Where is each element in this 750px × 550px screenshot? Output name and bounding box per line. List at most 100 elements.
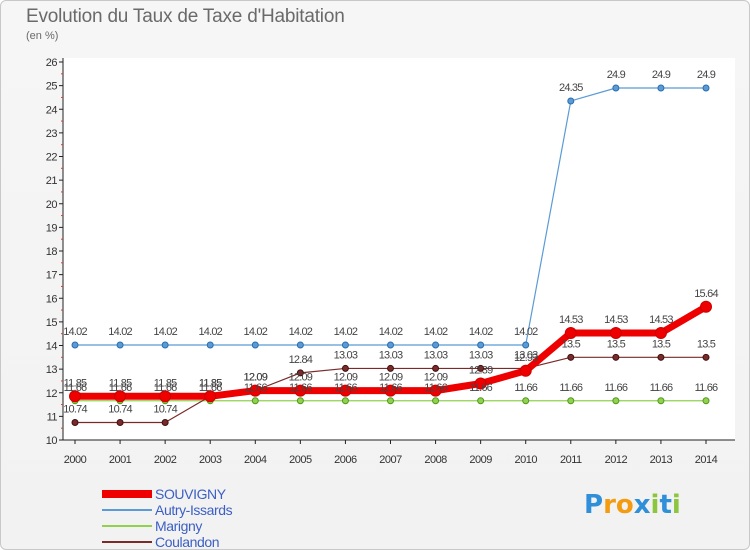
x-tick-label: 2006: [334, 454, 357, 466]
data-point-coulandon: [657, 353, 665, 361]
y-tick-label: 24: [46, 104, 58, 116]
x-tick-label: 2009: [469, 454, 492, 466]
x-tick-label: 2004: [244, 454, 267, 466]
data-point-autry-issards: [206, 341, 214, 349]
data-point-marigny: [657, 397, 665, 405]
data-point-autry-issards: [522, 341, 530, 349]
data-label-autry-issards: 14.02: [424, 326, 448, 338]
chart-unit-label: (en %): [26, 30, 59, 42]
x-tick-label: 2000: [64, 454, 87, 466]
data-label-souvigny: 12.09: [244, 372, 268, 384]
y-tick-label: 22: [46, 152, 58, 164]
data-label-autry-issards: 14.02: [514, 326, 538, 338]
y-tick-label: 11: [47, 411, 58, 423]
data-point-souvigny: [519, 364, 532, 377]
y-tick-label: 13: [46, 364, 58, 376]
data-point-coulandon: [71, 419, 79, 427]
data-label-souvigny: 11.85: [64, 377, 87, 389]
x-tick-label: 2005: [289, 454, 312, 466]
data-point-souvigny: [339, 384, 352, 397]
y-tick-label: 23: [46, 128, 58, 140]
data-label-souvigny: 12.93: [514, 352, 538, 364]
data-label-coulandon: 13.03: [424, 349, 448, 361]
legend-swatch-marigny: [102, 525, 152, 527]
logo-letter: P: [584, 490, 604, 520]
y-tick-label: 21: [46, 175, 58, 187]
data-label-autry-issards: 14.02: [289, 326, 313, 338]
data-label-marigny: 11.66: [64, 382, 87, 394]
data-label-marigny: 11.66: [424, 382, 447, 394]
legend-item-souvigny: SOUVIGNY: [102, 486, 232, 502]
data-point-souvigny: [294, 384, 307, 397]
y-tick-label: 14: [46, 341, 58, 353]
data-label-coulandon: 13.03: [334, 349, 358, 361]
data-label-autry-issards: 14.02: [244, 326, 268, 338]
data-label-autry-issards: 14.02: [334, 326, 358, 338]
data-label-autry-issards: 24.35: [559, 82, 583, 94]
data-point-autry-issards: [432, 341, 440, 349]
data-point-coulandon: [387, 364, 394, 372]
data-point-marigny: [341, 397, 349, 405]
data-point-souvigny: [429, 384, 442, 397]
data-label-souvigny: 14.53: [559, 314, 583, 326]
data-point-autry-issards: [296, 341, 304, 349]
data-label-coulandon: 13.5: [652, 338, 671, 350]
data-label-coulandon: 13.03: [514, 349, 538, 361]
data-label-autry-issards: 14.02: [469, 326, 493, 338]
data-label-coulandon: 10.74: [153, 404, 177, 416]
data-point-souvigny: [249, 384, 262, 397]
legend-item-autry-issards: Autry-Issards: [102, 502, 233, 518]
data-labels: 11.66 11.66 11.66 11.66 11.66 11.66 11.66 11.66…: [63, 69, 719, 416]
data-point-marigny: [567, 397, 575, 405]
data-label-marigny: 11.66: [514, 382, 537, 394]
series-marigny: [71, 397, 710, 405]
series-souvigny: [69, 300, 712, 403]
data-label-marigny: 11.66: [289, 382, 312, 394]
data-point-souvigny: [384, 384, 397, 397]
logo-letter: o: [615, 490, 634, 520]
data-label-souvigny: 14.53: [649, 314, 673, 326]
data-label-souvigny: 11.85: [154, 377, 177, 389]
data-label-souvigny: 12.09: [379, 372, 403, 384]
data-point-marigny: [522, 397, 530, 405]
data-label-marigny: 11.66: [154, 382, 177, 394]
data-label-marigny: 11.66: [109, 382, 132, 394]
data-label-coulandon: 13.5: [607, 338, 626, 350]
series-autry-issards: [71, 84, 710, 349]
data-point-marigny: [251, 397, 259, 405]
y-tick-label: 26: [46, 57, 58, 69]
data-point-souvigny: [204, 390, 217, 403]
data-point-marigny: [702, 397, 710, 405]
data-label-coulandon: 12.09: [244, 372, 268, 384]
data-point-coulandon: [612, 353, 620, 361]
x-tick-label: 2007: [379, 454, 402, 466]
data-point-autry-issards: [116, 341, 124, 349]
data-label-marigny: 11.66: [379, 382, 402, 394]
chart-title: Evolution du Taux de Taxe d'Habitation: [26, 6, 345, 27]
legend-swatch-autry-issards: [102, 509, 152, 511]
data-label-autry-issards: 14.02: [379, 326, 403, 338]
data-label-autry-issards: 24.9: [697, 69, 716, 81]
data-point-souvigny: [700, 300, 712, 313]
data-label-marigny: 11.66: [695, 382, 718, 394]
data-point-autry-issards: [251, 341, 259, 349]
data-label-marigny: 11.66: [334, 382, 357, 394]
y-tick-label: 15: [46, 317, 58, 329]
x-tick-label: 2008: [424, 454, 447, 466]
data-label-souvigny: 12.09: [289, 372, 313, 384]
logo-letter: r: [603, 490, 616, 520]
chart-legend: SOUVIGNY Autry-Issards Marigny Coulandon: [102, 486, 233, 550]
y-tick-label: 10: [46, 435, 58, 447]
y-tick-label: 17: [46, 270, 58, 282]
data-point-coulandon: [161, 419, 169, 427]
data-label-autry-issards: 14.02: [198, 326, 222, 338]
logo-letter: x: [633, 490, 651, 520]
data-label-coulandon: 13.5: [562, 338, 581, 350]
x-tick-label: 2001: [109, 454, 132, 466]
data-label-marigny: 11.66: [559, 382, 582, 394]
proxiti-logo: Proxiti: [584, 490, 681, 520]
y-tick-label: 16: [46, 293, 58, 305]
data-point-souvigny: [654, 326, 667, 339]
data-point-coulandon: [116, 419, 124, 427]
data-label-marigny: 11.66: [199, 382, 222, 394]
